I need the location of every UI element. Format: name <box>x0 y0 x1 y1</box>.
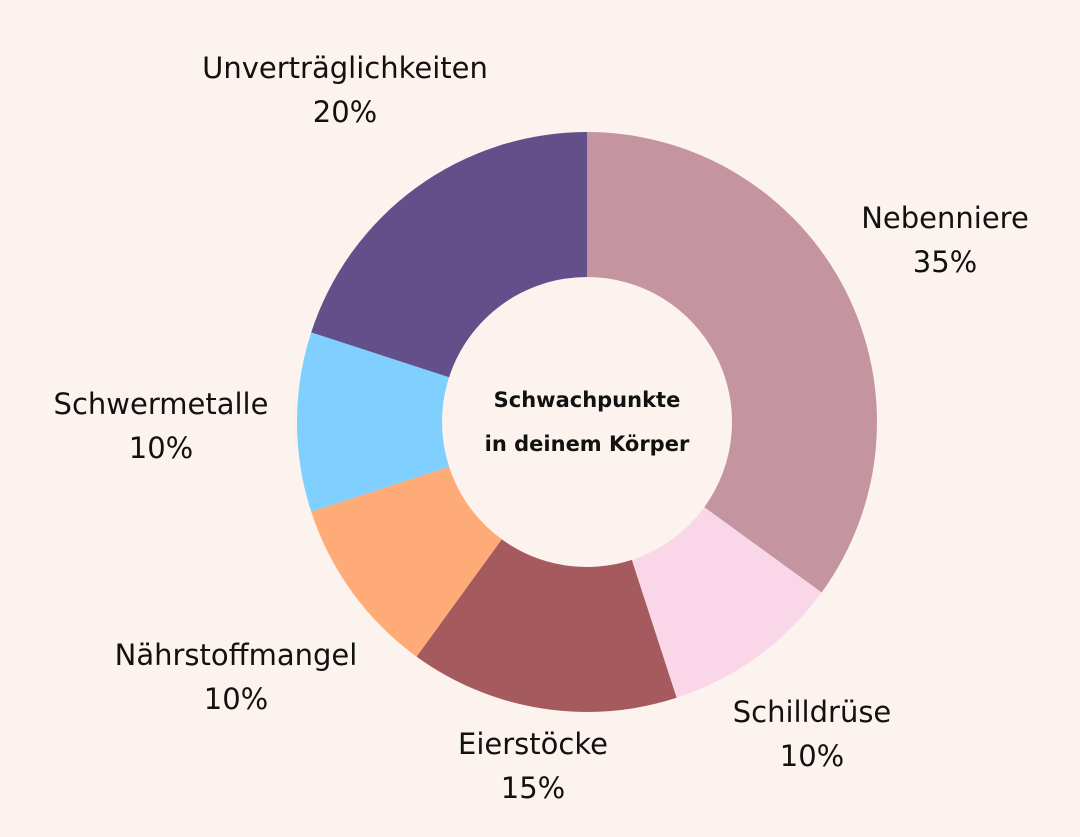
slice-name: Nährstoffmangel <box>114 638 358 672</box>
slice-value: 10% <box>128 431 194 465</box>
slice-value: 10% <box>779 739 845 773</box>
donut-slice-schwermetalle <box>297 332 450 512</box>
slice-label-naehrstoffmangel: Nährstoffmangel 10% <box>115 633 358 721</box>
slice-label-nebenniere: Nebenniere 35% <box>861 196 1029 284</box>
slice-label-unvertraeglichkeiten: Unverträglichkeiten 20% <box>202 46 488 134</box>
donut-slice-schilldrüse <box>631 507 822 698</box>
slice-label-schwermetalle: Schwermetalle 10% <box>54 382 269 470</box>
chart-center-title: Schwachpunkte in deinem Körper <box>485 378 690 466</box>
slice-value: 35% <box>912 245 978 279</box>
donut-slice-unverträglichkeiten <box>311 132 587 378</box>
slice-name: Schilldrüse <box>732 695 892 729</box>
slice-label-eierstoecke: Eierstöcke 15% <box>458 722 608 810</box>
center-title-line-1: Schwachpunkte <box>493 388 681 412</box>
slice-value: 10% <box>203 682 269 716</box>
center-title-line-2: in deinem Körper <box>484 432 690 456</box>
slice-value: 20% <box>312 95 378 129</box>
slice-name: Nebenniere <box>861 201 1029 235</box>
slice-label-schilldruese: Schilldrüse 10% <box>733 690 892 778</box>
slice-value: 15% <box>500 771 566 805</box>
slice-name: Eierstöcke <box>458 727 608 761</box>
slice-name: Schwermetalle <box>53 387 269 421</box>
donut-slice-nebenniere <box>587 132 878 593</box>
donut-slice-nährstoffmangel <box>311 466 502 657</box>
donut-slice-eierstöcke <box>416 539 677 713</box>
slice-name: Unverträglichkeiten <box>202 51 488 85</box>
